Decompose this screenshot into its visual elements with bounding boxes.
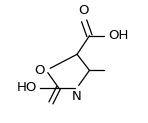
Text: OH: OH <box>108 29 128 42</box>
Text: O: O <box>78 4 89 17</box>
Text: N: N <box>72 90 82 103</box>
Text: HO: HO <box>17 81 38 94</box>
Text: O: O <box>34 64 45 77</box>
